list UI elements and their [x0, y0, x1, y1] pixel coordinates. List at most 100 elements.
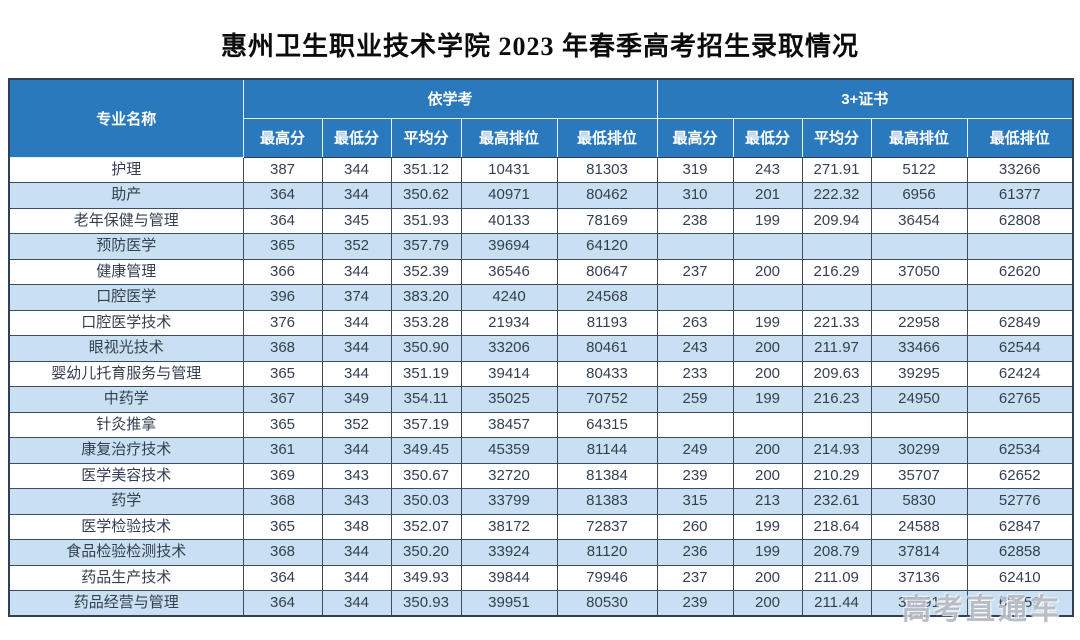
score-cell: 344 [321, 156, 392, 183]
table-row: 食品检验检测技术 368 344 350.20 33924 81120 236 199 208.… [8, 539, 1074, 566]
score-cell: 40971 [460, 182, 558, 209]
score-cell: 352 [321, 411, 392, 438]
score-cell: 351.12 [390, 156, 462, 183]
score-cell [656, 284, 734, 311]
score-cell: 39844 [460, 564, 558, 591]
score-cell: 364 [242, 182, 323, 209]
column-header-min-score: 最低分 [732, 117, 803, 158]
table-row: 健康管理 366 344 352.39 36546 80647 237 200 216.29 37… [8, 258, 1074, 285]
score-cell: 62808 [966, 207, 1074, 234]
score-cell: 62847 [966, 513, 1074, 540]
score-cell: 72837 [556, 513, 658, 540]
table-row: 婴幼儿托育服务与管理 365 344 351.19 39414 80433 233 200 20… [8, 360, 1074, 387]
score-cell: 350.67 [390, 462, 462, 489]
column-header-max-rank: 最高排位 [460, 117, 558, 158]
score-cell: 319 [656, 156, 734, 183]
score-cell: 80433 [556, 360, 658, 387]
score-cell: 81193 [556, 309, 658, 336]
table-row: 中药学 367 349 354.11 35025 70752 259 199 216.23 249… [8, 386, 1074, 413]
major-name-cell: 中药学 [8, 386, 244, 413]
score-cell: 64315 [556, 411, 658, 438]
score-cell: 40133 [460, 207, 558, 234]
score-cell: 80461 [556, 335, 658, 362]
score-cell: 222.32 [801, 182, 872, 209]
score-cell: 216.29 [801, 258, 872, 285]
column-header-min-rank: 最低排位 [556, 117, 658, 158]
score-cell: 368 [242, 335, 323, 362]
score-cell: 62544 [966, 335, 1074, 362]
score-cell: 249 [656, 437, 734, 464]
score-cell: 349.45 [390, 437, 462, 464]
score-cell: 45359 [460, 437, 558, 464]
score-cell: 64120 [556, 233, 658, 260]
major-name-cell: 医学检验技术 [8, 513, 244, 540]
score-cell: 210.29 [801, 462, 872, 489]
score-cell: 218.64 [801, 513, 872, 540]
score-cell: 24568 [556, 284, 658, 311]
major-name-cell: 医学美容技术 [8, 462, 244, 489]
score-cell: 350.62 [390, 182, 462, 209]
major-name-cell: 老年保健与管理 [8, 207, 244, 234]
column-header-max-rank: 最高排位 [870, 117, 968, 158]
table-row: 口腔医学技术 376 344 353.28 21934 81193 263 199 221.33… [8, 309, 1074, 336]
score-cell: 349 [321, 386, 392, 413]
score-cell [966, 411, 1074, 438]
score-cell: 39295 [870, 360, 968, 387]
score-cell: 344 [321, 182, 392, 209]
score-cell: 33466 [870, 335, 968, 362]
score-cell: 35025 [460, 386, 558, 413]
score-cell: 238 [656, 207, 734, 234]
score-cell: 344 [321, 539, 392, 566]
table-row: 助产 364 344 350.62 40971 80462 310 201 222.32 6956… [8, 182, 1074, 209]
score-cell: 237 [656, 564, 734, 591]
major-name-cell: 药学 [8, 488, 244, 515]
score-cell: 199 [732, 539, 803, 566]
score-cell [966, 233, 1074, 260]
score-cell: 214.93 [801, 437, 872, 464]
score-cell: 350.93 [390, 590, 462, 617]
score-cell: 62410 [966, 564, 1074, 591]
table-row: 预防医学 365 352 357.79 39694 64120 [8, 233, 1074, 260]
score-cell: 62652 [966, 462, 1074, 489]
table-row: 康复治疗技术 361 344 349.45 45359 81144 249 200 214.93… [8, 437, 1074, 464]
score-cell: 200 [732, 590, 803, 617]
score-cell: 351.93 [390, 207, 462, 234]
score-cell: 368 [242, 539, 323, 566]
score-cell: 200 [732, 564, 803, 591]
score-cell: 81384 [556, 462, 658, 489]
score-cell: 354.11 [390, 386, 462, 413]
score-cell: 33266 [966, 156, 1074, 183]
score-cell: 37136 [870, 564, 968, 591]
table-row: 口腔医学 396 374 383.20 4240 24568 [8, 284, 1074, 311]
score-cell [801, 411, 872, 438]
table-row: 药学 368 343 350.03 33799 81383 315 213 232.61 5830… [8, 488, 1074, 515]
score-cell: 239 [656, 462, 734, 489]
score-cell: 37814 [870, 539, 968, 566]
score-cell: 365 [242, 411, 323, 438]
score-cell [656, 233, 734, 260]
sub-header-row: 最高分 最低分 平均分 最高排位 最低排位 最高分 最低分 平均分 最高排位 最… [9, 117, 1074, 158]
score-cell: 315 [656, 488, 734, 515]
score-cell: 369 [242, 462, 323, 489]
score-cell: 352.07 [390, 513, 462, 540]
score-cell: 344 [321, 258, 392, 285]
score-cell: 199 [732, 386, 803, 413]
score-cell: 52776 [966, 488, 1074, 515]
score-cell: 78169 [556, 207, 658, 234]
table-row: 护理 387 344 351.12 10431 81303 319 243 271.91 5122… [8, 156, 1074, 183]
score-cell: 5122 [870, 156, 968, 183]
score-cell: 271.91 [801, 156, 872, 183]
score-cell [870, 284, 968, 311]
score-cell: 344 [321, 335, 392, 362]
score-cell: 200 [732, 360, 803, 387]
score-cell [870, 233, 968, 260]
score-cell: 208.79 [801, 539, 872, 566]
major-name-cell: 预防医学 [8, 233, 244, 260]
score-cell: 350.20 [390, 539, 462, 566]
score-cell: 349.93 [390, 564, 462, 591]
score-cell: 344 [321, 309, 392, 336]
score-cell: 211.97 [801, 335, 872, 362]
score-cell: 344 [321, 360, 392, 387]
score-cell: 396 [242, 284, 323, 311]
score-cell: 211.44 [801, 590, 872, 617]
